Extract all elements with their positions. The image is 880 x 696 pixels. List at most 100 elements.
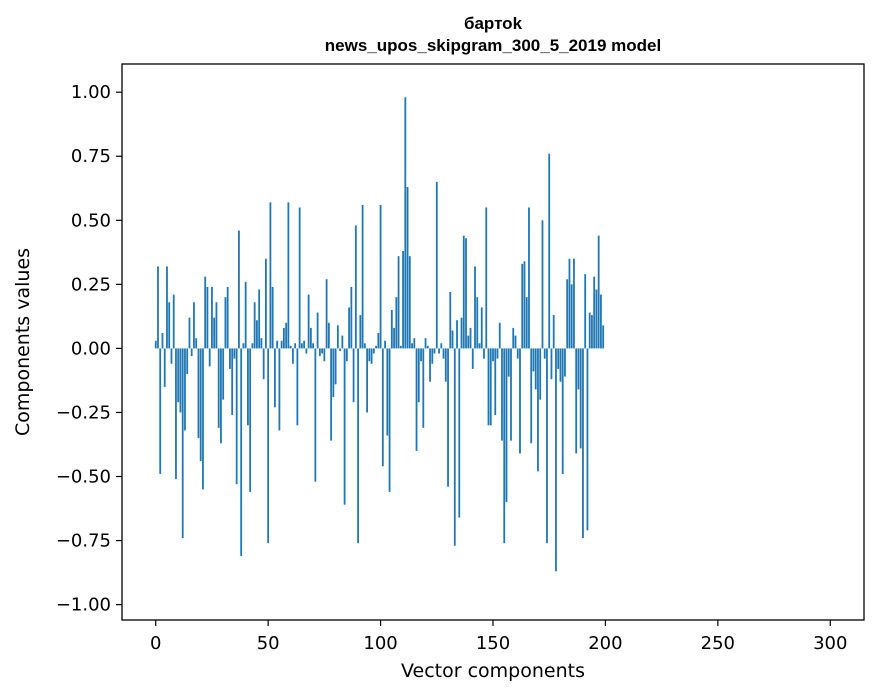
bar-component-8 bbox=[172, 294, 175, 349]
bar-component-105 bbox=[390, 309, 393, 349]
bar-component-58 bbox=[285, 322, 288, 349]
bar-component-55 bbox=[278, 348, 281, 431]
y-axis-label: Components values bbox=[12, 248, 34, 436]
bar-component-29 bbox=[220, 348, 222, 444]
bar-component-37 bbox=[238, 230, 240, 349]
bar-component-192 bbox=[586, 348, 589, 531]
bar-component-73 bbox=[318, 348, 321, 357]
bar-component-11 bbox=[179, 348, 182, 413]
bar-component-191 bbox=[584, 274, 587, 349]
bar-component-60 bbox=[289, 345, 292, 349]
bar-component-94 bbox=[366, 348, 368, 413]
bar-component-19 bbox=[197, 348, 200, 439]
x-tick-label: 250 bbox=[701, 633, 735, 654]
x-tick-label: 0 bbox=[150, 633, 161, 654]
bar-component-33 bbox=[229, 348, 231, 369]
bar-component-112 bbox=[406, 186, 409, 349]
x-tick-label: 300 bbox=[813, 633, 847, 654]
bar-component-184 bbox=[568, 258, 571, 349]
bar-component-156 bbox=[505, 348, 508, 503]
bar-component-172 bbox=[541, 220, 544, 349]
bar-component-30 bbox=[222, 348, 225, 400]
y-axis-ticks: −1.00 −0.75 −0.50 −0.25 0.00 0.25 0.50 0.75 1.00 bbox=[56, 82, 122, 616]
bar-component-101 bbox=[381, 348, 384, 467]
bar-component-40 bbox=[244, 281, 247, 349]
bar-component-90 bbox=[357, 348, 359, 544]
bar-component-195 bbox=[593, 276, 596, 349]
bar-component-168 bbox=[532, 348, 535, 372]
bar-component-67 bbox=[305, 348, 308, 354]
bar-component-169 bbox=[534, 348, 537, 390]
bar-component-82 bbox=[339, 348, 341, 351]
bar-component-61 bbox=[291, 348, 294, 364]
bar-component-135 bbox=[458, 348, 461, 518]
bar-component-91 bbox=[359, 315, 362, 349]
bar-component-5 bbox=[166, 266, 168, 349]
bar-component-193 bbox=[588, 312, 591, 349]
bar-component-149 bbox=[489, 348, 492, 426]
bar-component-116 bbox=[415, 348, 418, 451]
bar-component-6 bbox=[168, 302, 171, 349]
x-axis-label: Vector components bbox=[401, 660, 585, 682]
bar-component-96 bbox=[370, 348, 373, 364]
bar-component-13 bbox=[184, 348, 186, 431]
bar-component-176 bbox=[550, 348, 553, 380]
bar-component-93 bbox=[363, 343, 366, 349]
bar-component-132 bbox=[451, 330, 454, 349]
bar-component-103 bbox=[386, 348, 389, 436]
bar-component-21 bbox=[202, 348, 204, 490]
bar-component-199 bbox=[602, 325, 605, 349]
bar-component-47 bbox=[260, 338, 263, 349]
bar-component-23 bbox=[206, 286, 209, 349]
bar-component-150 bbox=[492, 348, 494, 362]
y-tick-label: −0.50 bbox=[56, 467, 111, 488]
bar-component-198 bbox=[600, 294, 602, 349]
bar-component-78 bbox=[330, 348, 333, 441]
bar-component-15 bbox=[188, 317, 191, 349]
bar-component-22 bbox=[204, 276, 207, 349]
bar-component-134 bbox=[456, 320, 458, 349]
bar-component-72 bbox=[316, 312, 319, 349]
bar-component-106 bbox=[393, 327, 395, 349]
bar-component-102 bbox=[384, 340, 386, 349]
bar-component-81 bbox=[336, 325, 339, 349]
bar-component-158 bbox=[510, 348, 512, 441]
bar-component-143 bbox=[476, 297, 479, 349]
plot-frame bbox=[121, 63, 865, 621]
bar-component-24 bbox=[208, 348, 211, 367]
bar-component-38 bbox=[240, 348, 243, 556]
bar-component-187 bbox=[575, 348, 578, 454]
bar-component-153 bbox=[498, 322, 501, 349]
bar-component-188 bbox=[577, 348, 580, 390]
bar-component-175 bbox=[548, 153, 551, 349]
bar-component-89 bbox=[354, 225, 357, 349]
bar-component-20 bbox=[199, 348, 202, 462]
bar-component-62 bbox=[294, 343, 297, 349]
bar-component-108 bbox=[397, 256, 400, 349]
bar-component-1 bbox=[157, 266, 159, 349]
bar-component-111 bbox=[404, 97, 407, 349]
bar-component-148 bbox=[487, 348, 490, 426]
bar-component-31 bbox=[224, 297, 227, 349]
bar-component-118 bbox=[420, 348, 422, 362]
bar-component-63 bbox=[296, 348, 299, 426]
bar-component-56 bbox=[280, 340, 283, 349]
y-tick-label: 0.50 bbox=[71, 210, 111, 231]
bar-component-154 bbox=[501, 348, 503, 441]
bar-component-161 bbox=[516, 348, 519, 359]
x-tick-label: 50 bbox=[257, 633, 280, 654]
bar-component-152 bbox=[496, 348, 499, 359]
bar-component-88 bbox=[352, 348, 355, 403]
bar-component-145 bbox=[480, 307, 483, 349]
bar-component-128 bbox=[442, 348, 445, 359]
bar-component-136 bbox=[460, 317, 463, 349]
bar-component-39 bbox=[242, 343, 245, 349]
bar-component-83 bbox=[341, 335, 344, 349]
bar-component-131 bbox=[449, 292, 452, 349]
bar-component-151 bbox=[494, 348, 497, 416]
bar-component-197 bbox=[597, 235, 600, 349]
bar-component-25 bbox=[211, 286, 213, 349]
bar-component-173 bbox=[543, 348, 546, 359]
bar-component-80 bbox=[334, 348, 337, 385]
bar-component-95 bbox=[368, 348, 371, 362]
